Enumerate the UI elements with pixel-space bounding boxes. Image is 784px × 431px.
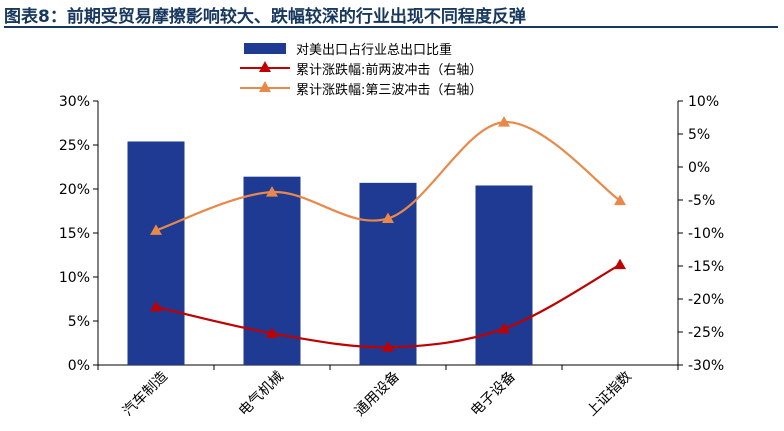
right-axis-tick-label: -20% xyxy=(688,292,724,308)
x-axis-tick-label: 电子设备 xyxy=(467,368,519,420)
legend-item-first-two-waves: 累计涨跌幅:前两波冲击（右轴） xyxy=(240,58,482,78)
chart-title: 图表8：前期受贸易摩擦影响较大、跌幅较深的行业出现不同程度反弹 xyxy=(4,7,526,27)
triangle-marker-icon xyxy=(614,194,626,206)
bar xyxy=(127,141,185,365)
triangle-marker-icon xyxy=(266,327,278,338)
left-axis-tick-label: 25% xyxy=(59,138,90,154)
legend-label: 对美出口占行业总出口比重 xyxy=(296,42,453,58)
right-axis-tick-label: 10% xyxy=(688,94,719,110)
legend-swatch-bar xyxy=(244,43,286,54)
legend-label: 累计涨跌幅:第三波冲击（右轴） xyxy=(296,82,483,98)
left-axis-tick-label: 30% xyxy=(59,94,90,110)
triangle-marker-icon xyxy=(259,61,271,72)
legend-label: 累计涨跌幅:前两波冲击（右轴） xyxy=(296,62,483,78)
legend: 对美出口占行业总出口比重 累计涨跌幅:前两波冲击（右轴） 累计涨跌幅:第三波冲击… xyxy=(240,38,482,98)
triangle-marker-icon xyxy=(382,341,394,352)
right-axis-tick-label: -30% xyxy=(688,358,724,374)
triangle-marker-icon xyxy=(498,116,510,127)
triangle-marker-icon xyxy=(382,212,394,223)
left-axis-tick-label: 10% xyxy=(59,270,90,286)
triangle-marker-icon xyxy=(614,258,626,270)
triangle-marker-icon xyxy=(259,81,271,92)
right-axis-tick-label: -15% xyxy=(688,259,724,275)
triangle-marker-icon xyxy=(150,224,162,235)
triangle-marker-icon xyxy=(150,300,162,312)
right-axis-tick-label: -5% xyxy=(688,193,715,209)
left-axis-tick-label: 20% xyxy=(59,182,90,198)
line-third-wave xyxy=(155,121,621,232)
x-axis-tick-label: 电气机械 xyxy=(236,369,287,420)
legend-item-export-share: 对美出口占行业总出口比重 xyxy=(240,38,482,58)
legend-item-third-wave: 累计涨跌幅:第三波冲击（右轴） xyxy=(240,78,482,98)
left-axis-tick-label: 5% xyxy=(68,314,90,330)
triangle-marker-icon xyxy=(498,322,510,334)
title-underline xyxy=(4,26,778,28)
bar xyxy=(359,182,417,365)
x-axis-tick-label: 上证指数 xyxy=(584,369,635,420)
right-axis-tick-label: -10% xyxy=(688,226,724,242)
left-axis-tick-label: 0% xyxy=(68,358,90,374)
right-axis-tick-label: -25% xyxy=(688,325,724,341)
triangle-marker-icon xyxy=(266,186,278,197)
left-axis-tick-label: 15% xyxy=(59,226,90,242)
x-axis-tick-label: 汽车制造 xyxy=(119,368,171,420)
right-axis-tick-label: 0% xyxy=(688,160,710,176)
x-axis-tick-label: 通用设备 xyxy=(351,368,403,420)
bar xyxy=(475,185,533,365)
right-axis-tick-label: 5% xyxy=(688,127,710,143)
